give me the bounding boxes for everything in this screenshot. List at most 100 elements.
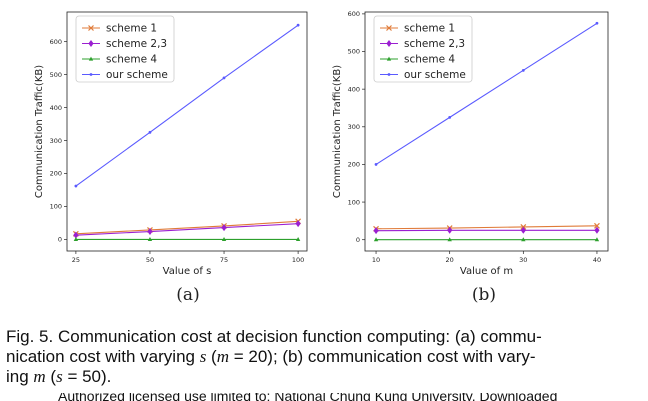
- data-point: [148, 130, 152, 134]
- x-axis-label: Value of m: [460, 266, 513, 277]
- data-point: [594, 222, 600, 229]
- y-tick-label: 0: [356, 236, 360, 244]
- caption-math: m: [216, 347, 229, 366]
- data-point: [295, 220, 301, 228]
- legend-marker: [387, 73, 391, 76]
- legend-marker: [89, 73, 93, 76]
- y-tick-label: 600: [348, 10, 360, 18]
- caption-text: (: [206, 347, 217, 366]
- series-line: [375, 22, 598, 165]
- plot-frame: [66, 11, 308, 252]
- legend-marker: [386, 56, 392, 61]
- legend-label: scheme 4: [404, 54, 455, 66]
- chart-panel-a: 25 50 75 100 0 100 200 300 400 500 600 Value of s Co…: [34, 11, 308, 305]
- x-tick-label: 20: [446, 256, 454, 264]
- data-point: [73, 231, 79, 239]
- y-tick-label: 100: [348, 198, 360, 206]
- series-line: [75, 24, 299, 187]
- x-tick-label: 30: [519, 256, 527, 264]
- y-tick-label: 600: [50, 38, 62, 46]
- legend-marker: [88, 56, 94, 61]
- series-scheme-2-3: [373, 226, 600, 235]
- legend-label: our scheme: [106, 69, 168, 81]
- y-tick-label: 300: [348, 123, 360, 131]
- series-our-scheme: [374, 21, 599, 166]
- data-point: [594, 237, 600, 242]
- data-point: [147, 228, 153, 236]
- legend-label: scheme 4: [106, 54, 157, 66]
- data-point: [521, 237, 526, 242]
- data-point: [295, 237, 301, 242]
- caption-text: = 50).: [62, 367, 112, 386]
- legend-marker: [88, 40, 94, 47]
- y-tick-label: 200: [50, 170, 62, 178]
- legend-box: [373, 15, 473, 83]
- caption-math: s: [56, 367, 63, 386]
- caption-text: nication cost with varying: [6, 347, 200, 366]
- caption-text: = 20); (b) communication cost with vary-: [229, 347, 536, 366]
- caption-math: m: [33, 367, 46, 386]
- series-scheme-4: [373, 237, 600, 242]
- y-tick-label: 400: [50, 104, 62, 112]
- y-tick-label: 500: [50, 71, 62, 79]
- data-point: [594, 226, 600, 234]
- caption-text: (: [45, 367, 57, 386]
- legend-marker: [386, 25, 392, 31]
- panel-label: (b): [472, 285, 496, 305]
- data-point: [147, 237, 153, 242]
- series-line: [376, 225, 597, 230]
- y-tick-label: 400: [348, 85, 360, 93]
- data-point: [373, 237, 379, 242]
- plot-frame: [364, 11, 609, 252]
- legend-marker: [386, 40, 392, 47]
- footnote-text: Authorized licensed use limited to: Nati…: [58, 393, 558, 401]
- footnote-clipped: Authorized licensed use limited to: Nati…: [58, 393, 648, 401]
- data-point: [595, 21, 599, 25]
- legend-label: our scheme: [404, 69, 466, 81]
- series-line: [75, 223, 299, 236]
- legend: scheme 1 scheme 2,3 scheme 4 our scheme: [75, 15, 175, 83]
- y-tick-label: 200: [348, 161, 360, 169]
- y-tick-label: 500: [348, 48, 360, 56]
- data-point: [221, 224, 227, 232]
- data-point: [520, 226, 526, 234]
- figure-caption: Fig. 5. Communication cost at decision f…: [6, 327, 642, 387]
- x-tick-label: 75: [220, 256, 228, 264]
- legend-marker: [88, 25, 94, 31]
- y-tick-label: 300: [50, 137, 62, 145]
- legend-label: scheme 2,3: [106, 38, 167, 50]
- data-point: [447, 226, 453, 234]
- data-point: [296, 23, 300, 27]
- y-axis-label: Communication Traffic(KB): [332, 65, 343, 198]
- caption-line-1: Fig. 5. Communication cost at decision f…: [6, 327, 542, 346]
- legend-box: [75, 15, 175, 83]
- y-axis-label: Communication Traffic(KB): [34, 65, 45, 198]
- panel-label: (a): [176, 285, 199, 305]
- data-point: [222, 76, 226, 80]
- data-point: [74, 184, 78, 188]
- legend-label: scheme 1: [404, 23, 455, 35]
- y-tick-label: 0: [58, 236, 62, 244]
- data-point: [374, 163, 378, 166]
- series-line: [75, 220, 299, 235]
- legend-marker-stroke: [386, 25, 392, 31]
- x-tick-label: 100: [292, 256, 304, 264]
- x-tick-label: 50: [146, 256, 154, 264]
- x-tick-label: 25: [72, 256, 80, 264]
- series-scheme-4: [73, 237, 301, 242]
- data-point: [373, 227, 379, 235]
- legend-label: scheme 2,3: [404, 38, 465, 50]
- legend-label: scheme 1: [106, 23, 157, 35]
- series-our-scheme: [74, 23, 300, 188]
- x-tick-label: 10: [372, 256, 380, 264]
- data-point: [521, 68, 525, 72]
- data-point: [448, 115, 452, 119]
- y-tick-label: 100: [50, 203, 62, 211]
- data-point: [447, 237, 452, 242]
- caption-text: ing: [6, 367, 34, 386]
- series-scheme-2-3: [73, 220, 301, 239]
- data-point: [73, 237, 79, 242]
- legend: scheme 1 scheme 2,3 scheme 4 our scheme: [373, 15, 473, 83]
